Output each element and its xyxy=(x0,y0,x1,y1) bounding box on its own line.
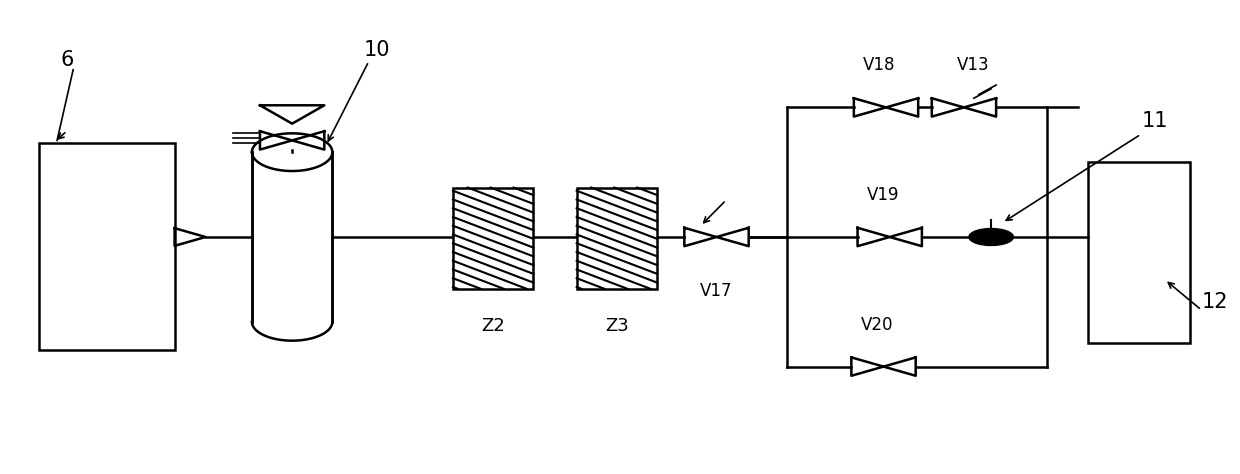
Bar xyxy=(453,188,533,289)
Text: 10: 10 xyxy=(363,40,391,60)
Text: Z2: Z2 xyxy=(481,317,505,335)
Text: V19: V19 xyxy=(867,186,899,204)
Bar xyxy=(38,143,175,350)
Bar xyxy=(252,152,332,322)
Text: V20: V20 xyxy=(861,316,893,334)
Text: V17: V17 xyxy=(701,282,733,300)
Text: Z3: Z3 xyxy=(605,317,629,335)
Text: 12: 12 xyxy=(1202,292,1228,312)
Text: V18: V18 xyxy=(863,56,895,74)
Text: 11: 11 xyxy=(1142,111,1168,131)
Bar xyxy=(1087,162,1190,343)
Bar xyxy=(577,188,657,289)
Circle shape xyxy=(968,228,1013,246)
Text: V13: V13 xyxy=(957,56,990,74)
Text: 6: 6 xyxy=(61,50,74,70)
